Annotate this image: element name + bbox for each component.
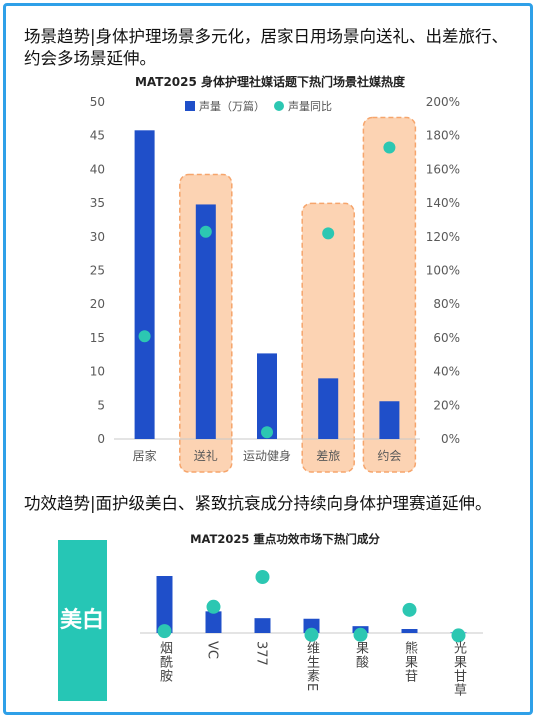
y-left-tick-label: 0 bbox=[97, 432, 105, 446]
yoy-dot-1 bbox=[199, 225, 212, 238]
section-heading-ingredients: 功效趋势|面护级美白、紧致抗衰成分持续向身体护理赛道延伸。 bbox=[24, 494, 492, 513]
y-left-tick-label: 10 bbox=[90, 365, 105, 379]
x-category-label: 熊果苷 bbox=[402, 640, 418, 683]
x-category-label: 运动健身 bbox=[243, 448, 291, 463]
yoy-dot-4 bbox=[383, 141, 396, 154]
y-left-tick-label: 45 bbox=[90, 129, 105, 143]
bar-3 bbox=[318, 378, 339, 439]
x-category-label: VC bbox=[205, 641, 220, 659]
dot-0 bbox=[157, 624, 172, 639]
bar-0 bbox=[134, 130, 155, 440]
x-category-label: 果酸 bbox=[353, 641, 369, 669]
ingredient-chart: MAT2025 重点功效市场下热门成分 美白 烟酰胺 VC 377 维生素E 果酸 熊果苷… bbox=[58, 532, 483, 701]
bar-4 bbox=[379, 401, 400, 439]
bar-2 bbox=[257, 353, 277, 439]
y-left-tick-label: 35 bbox=[90, 196, 105, 210]
y-right-tick-label: 40% bbox=[433, 365, 460, 379]
y-right-tick-label: 140% bbox=[426, 196, 460, 210]
bar-1 bbox=[195, 204, 216, 439]
x-category-label: 送礼 bbox=[194, 448, 218, 463]
side-tag bbox=[58, 540, 107, 701]
dot-1 bbox=[206, 599, 221, 614]
highlight-box-4 bbox=[362, 116, 417, 473]
x-category-label: 烟酰胺 bbox=[157, 641, 173, 683]
legend-dot-swatch bbox=[274, 101, 284, 111]
y-left-tick-label: 15 bbox=[90, 331, 105, 345]
x-category-label: 维生素E bbox=[304, 641, 320, 692]
legend-bar-swatch bbox=[185, 101, 195, 111]
y-right-tick-label: 0% bbox=[441, 432, 460, 446]
yoy-dot-3 bbox=[322, 227, 335, 240]
legend-dot-label: 声量同比 bbox=[288, 99, 332, 113]
dot-3 bbox=[304, 627, 319, 642]
y-left-tick-label: 40 bbox=[90, 162, 105, 176]
chart-title: MAT2025 身体护理社媒话题下热门场景社媒热度 bbox=[135, 74, 406, 89]
y-right-tick-label: 180% bbox=[426, 129, 460, 143]
bar-0 bbox=[156, 576, 173, 633]
yoy-dot-0 bbox=[138, 330, 151, 343]
scene-chart: MAT2025 身体护理社媒话题下热门场景社媒热度 声量（万篇） 声量同比 0 5… bbox=[90, 74, 460, 473]
yoy-dot-2 bbox=[261, 426, 273, 439]
bar-2 bbox=[254, 618, 271, 633]
x-category-label: 居家 bbox=[133, 448, 157, 463]
x-category-label: 约会 bbox=[377, 448, 401, 463]
y-right-tick-label: 60% bbox=[433, 331, 460, 345]
y-right-tick-label: 120% bbox=[426, 230, 460, 244]
y-left-tick-label: 5 bbox=[97, 398, 105, 412]
x-category-label: 差旅 bbox=[316, 449, 340, 463]
y-right-tick-label: 100% bbox=[426, 264, 460, 278]
y-right-tick-label: 200% bbox=[426, 95, 460, 109]
y-left-tick-label: 50 bbox=[90, 95, 105, 109]
x-category-label: 377 bbox=[254, 641, 269, 666]
chart-title: MAT2025 重点功效市场下热门成分 bbox=[190, 532, 380, 546]
section-heading-scenes: 场景趋势|身体护理场景多元化，居家日用场景向送礼、出差旅行、约会多场景延伸。 bbox=[24, 27, 509, 68]
chart-legend: 声量（万篇） 声量同比 bbox=[185, 99, 332, 113]
y-left-tick-label: 20 bbox=[90, 297, 105, 311]
dot-5 bbox=[402, 602, 417, 617]
legend-bar-label: 声量（万篇） bbox=[199, 99, 265, 113]
x-category-label: 光果甘草 bbox=[451, 641, 467, 697]
highlight-box-3 bbox=[301, 202, 355, 473]
side-tag-label: 美白 bbox=[60, 607, 104, 633]
dot-4 bbox=[353, 627, 368, 642]
y-right-tick-label: 160% bbox=[426, 162, 460, 176]
bar-1 bbox=[205, 611, 222, 633]
bar-5 bbox=[401, 629, 418, 633]
y-right-tick-label: 20% bbox=[433, 398, 460, 412]
dot-2 bbox=[255, 570, 270, 584]
y-left-tick-label: 30 bbox=[90, 230, 105, 244]
y-right-tick-label: 80% bbox=[433, 297, 460, 311]
y-left-tick-label: 25 bbox=[90, 264, 105, 278]
dot-6 bbox=[451, 628, 466, 643]
